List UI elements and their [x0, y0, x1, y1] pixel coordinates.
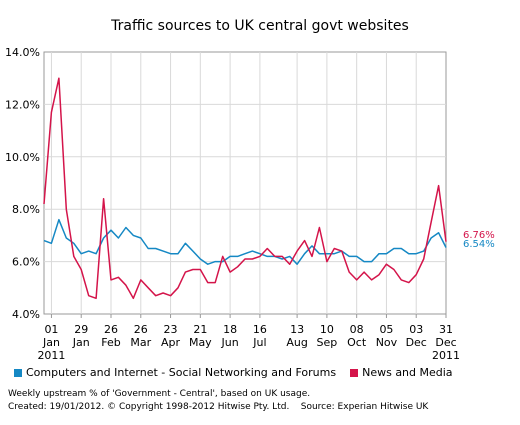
x-tick-day: 13: [290, 323, 304, 336]
y-tick-label: 6.0%: [12, 256, 40, 269]
x-tick-month: Dec: [406, 336, 427, 349]
x-tick-day: 08: [350, 323, 364, 336]
y-tick-label: 12.0%: [5, 98, 40, 111]
x-tick-month: Mar: [130, 336, 151, 349]
legend-label-news: News and Media: [362, 366, 453, 379]
x-tick-day: 29: [74, 323, 88, 336]
y-tick-label: 10.0%: [5, 151, 40, 164]
gridlines: [44, 52, 446, 314]
x-tick-month: Oct: [347, 336, 367, 349]
end-label-computers: 6.54%: [463, 239, 495, 250]
legend-label-computers: Computers and Internet - Social Networki…: [26, 366, 337, 379]
x-tick-month: Nov: [376, 336, 398, 349]
plot-area-border: [43, 51, 447, 315]
x-tick-day: 16: [253, 323, 267, 336]
x-tick-month: Jan: [72, 336, 90, 349]
end-labels: 6.54%6.76%: [463, 230, 495, 250]
x-tick-day: 18: [223, 323, 237, 336]
legend-swatch-news: [350, 368, 359, 377]
x-tick-day: 10: [320, 323, 334, 336]
x-tick-day: 31: [439, 323, 453, 336]
x-tick-month: Sep: [317, 336, 338, 349]
legend-item-computers[interactable]: Computers and Internet - Social Networki…: [14, 366, 336, 379]
series-lines: [43, 77, 447, 300]
x-tick-month: May: [189, 336, 212, 349]
y-tick-label: 4.0%: [12, 308, 40, 321]
x-tick-month: Jan: [42, 336, 60, 349]
x-tick-day: 23: [164, 323, 178, 336]
x-tick-month: Apr: [161, 336, 181, 349]
y-tick-label: 14.0%: [5, 46, 40, 59]
footnote-description: Weekly upstream % of 'Government - Centr…: [8, 389, 311, 399]
x-tick-year: 2011: [432, 349, 460, 362]
end-label-news: 6.76%: [463, 230, 495, 241]
x-tick-month: Jun: [221, 336, 239, 349]
x-tick-day: 26: [104, 323, 118, 336]
y-axis: 4.0% 6.0% 8.0% 10.0% 12.0% 14.0%: [5, 46, 40, 321]
x-tick-day: 01: [44, 323, 58, 336]
x-tick-day: 03: [409, 323, 423, 336]
series-line-news: [43, 77, 447, 300]
x-tick-month: Dec: [435, 336, 456, 349]
x-tick-day: 26: [134, 323, 148, 336]
x-tick-month: Aug: [286, 336, 307, 349]
legend-swatch-computers: [14, 368, 22, 377]
x-tick-month: Jul: [252, 336, 266, 349]
legend-item-news[interactable]: News and Media: [350, 366, 453, 379]
legend: Computers and Internet - Social Networki…: [14, 366, 453, 379]
chart-title: Traffic sources to UK central govt websi…: [111, 18, 409, 34]
x-tick-month: Feb: [101, 336, 120, 349]
footnote-source: Created: 19/01/2012. © Copyright 1998-20…: [8, 402, 429, 412]
y-tick-label: 8.0%: [12, 203, 40, 216]
x-tick-year: 2011: [37, 349, 65, 362]
series-line-computers: [43, 218, 447, 265]
x-axis: 01Jan201129Jan26Feb26Mar23Apr21May18Jun1…: [37, 314, 460, 362]
x-tick-day: 21: [193, 323, 207, 336]
x-tick-day: 05: [379, 323, 393, 336]
